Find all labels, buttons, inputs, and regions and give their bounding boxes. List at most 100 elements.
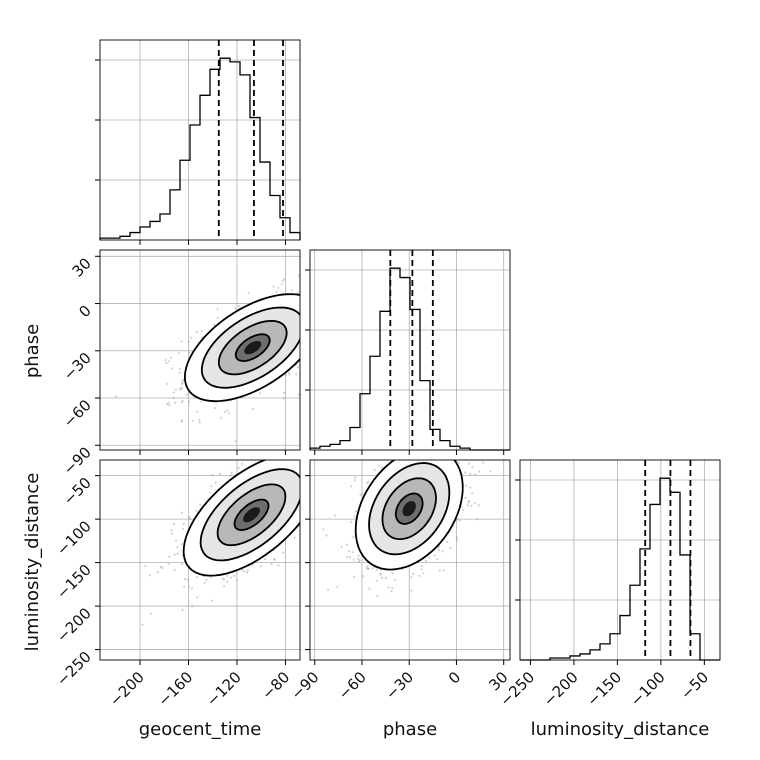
pair-geocent-time-luminosity-distance-point bbox=[188, 585, 191, 588]
pair-phase-luminosity-distance-point bbox=[381, 466, 384, 469]
pair-phase-luminosity-distance-point bbox=[467, 501, 470, 504]
pair-phase-luminosity-distance-point bbox=[444, 410, 446, 412]
pair-phase-luminosity-distance-contour-1 bbox=[381, 477, 437, 541]
histogram-phase bbox=[309, 267, 510, 451]
pair-geocent-time-luminosity-distance-point bbox=[243, 570, 246, 573]
pair-geocent-time-phase-point bbox=[213, 407, 217, 410]
pair-geocent-time-phase-point bbox=[178, 367, 182, 370]
pair-phase-luminosity-distance-point bbox=[348, 556, 352, 559]
pair-phase-luminosity-distance-point bbox=[334, 514, 337, 517]
pair-geocent-time-luminosity-distance-point bbox=[308, 469, 310, 471]
pair-geocent-time-luminosity-distance-point bbox=[286, 453, 288, 455]
pair-geocent-time-phase-point bbox=[311, 337, 313, 339]
pair-geocent-time-phase-point bbox=[297, 393, 300, 396]
pair-geocent-time-luminosity-distance-point bbox=[211, 474, 214, 477]
pair-phase-luminosity-distance-point bbox=[450, 436, 452, 438]
pair-phase-luminosity-distance-point bbox=[368, 587, 371, 590]
pair-geocent-time-phase-point bbox=[170, 356, 173, 359]
pair-phase-luminosity-distance-point bbox=[384, 576, 387, 579]
pair-geocent-time-luminosity-distance-point bbox=[301, 478, 303, 480]
pair-geocent-time-luminosity-distance-point bbox=[182, 527, 185, 530]
pair-phase-luminosity-distance-point bbox=[325, 534, 328, 537]
ytick-label-luminosity-distance-2: −150 bbox=[53, 561, 95, 603]
pair-geocent-time-luminosity-distance-point bbox=[321, 546, 323, 548]
pair-geocent-time-luminosity-distance-point bbox=[144, 564, 147, 568]
pair-geocent-time-luminosity-distance-point bbox=[149, 612, 153, 615]
pair-phase-luminosity-distance-point bbox=[410, 576, 413, 579]
pair-geocent-time-phase-point bbox=[327, 307, 329, 309]
pair-phase-luminosity-distance-point bbox=[353, 479, 356, 482]
pair-geocent-time-phase-point bbox=[172, 391, 175, 394]
pair-geocent-time-phase-point bbox=[326, 326, 328, 328]
pair-geocent-time-luminosity-distance-point bbox=[348, 463, 350, 465]
pair-phase-luminosity-distance-point bbox=[359, 493, 362, 496]
pair-geocent-time-luminosity-distance-point bbox=[188, 516, 191, 519]
pair-geocent-time-phase-contour-0 bbox=[234, 333, 271, 362]
pair-phase-luminosity-distance-point bbox=[476, 518, 479, 521]
pair-phase-luminosity-distance-point bbox=[436, 558, 439, 561]
pair-geocent-time-luminosity-distance-point bbox=[222, 578, 226, 581]
pair-geocent-time-luminosity-distance-point bbox=[277, 564, 280, 567]
xtick-label-luminosity-distance-4: −50 bbox=[677, 668, 712, 703]
pair-geocent-time-luminosity-distance-point bbox=[337, 489, 339, 491]
pair-phase-luminosity-distance-point bbox=[489, 470, 492, 473]
pair-geocent-time-phase-point bbox=[219, 416, 222, 419]
pair-phase-luminosity-distance-point bbox=[418, 574, 421, 577]
pair-geocent-time-phase-point bbox=[164, 359, 167, 362]
panel-frame-0-0 bbox=[99, 39, 301, 241]
pair-geocent-time-luminosity-distance-point bbox=[256, 454, 258, 456]
pair-geocent-time-luminosity-distance-point bbox=[176, 552, 179, 556]
pair-geocent-time-luminosity-distance-contour-1 bbox=[216, 483, 287, 547]
xtick-label-phase-2: −30 bbox=[382, 668, 417, 703]
pair-phase-luminosity-distance-point bbox=[433, 554, 436, 557]
panel-frame-1-0 bbox=[99, 249, 301, 451]
pair-geocent-time-luminosity-distance-point bbox=[173, 553, 176, 556]
pair-geocent-time-luminosity-distance-point bbox=[183, 585, 186, 588]
pair-geocent-time-luminosity-distance-point bbox=[264, 558, 267, 561]
pair-geocent-time-luminosity-distance-point bbox=[173, 568, 176, 571]
pair-phase-luminosity-distance-point bbox=[376, 594, 379, 598]
pair-geocent-time-phase-contour-3 bbox=[183, 293, 300, 403]
pair-geocent-time-luminosity-distance-point bbox=[293, 536, 296, 539]
pair-phase-luminosity-distance-point bbox=[416, 432, 418, 434]
pair-geocent-time-luminosity-distance-point bbox=[271, 438, 273, 440]
pair-geocent-time-phase-point bbox=[288, 373, 291, 376]
pair-geocent-time-phase-point bbox=[180, 401, 183, 404]
pair-geocent-time-phase-point bbox=[302, 298, 304, 300]
ytick-label-phase-2: −30 bbox=[60, 349, 95, 384]
pair-phase-luminosity-distance-point bbox=[458, 461, 461, 464]
pair-phase-luminosity-distance-point bbox=[393, 579, 396, 582]
pair-geocent-time-phase-point bbox=[166, 382, 169, 385]
pair-geocent-time-luminosity-distance-point bbox=[320, 488, 322, 490]
pair-geocent-time-luminosity-distance-point bbox=[148, 574, 151, 577]
pair-geocent-time-luminosity-distance-point bbox=[226, 574, 229, 577]
pair-geocent-time-luminosity-distance-point bbox=[196, 596, 199, 599]
pair-geocent-time-phase-point bbox=[306, 297, 308, 299]
pair-geocent-time-phase-point bbox=[283, 278, 286, 281]
pair-geocent-time-luminosity-distance-point bbox=[176, 545, 179, 549]
pair-geocent-time-phase-point bbox=[311, 300, 313, 302]
pair-geocent-time-luminosity-distance-point bbox=[186, 578, 189, 582]
pair-geocent-time-phase-point bbox=[307, 295, 309, 297]
ylabel-luminosity-distance: luminosity_distance bbox=[22, 473, 43, 652]
pair-phase-luminosity-distance-point bbox=[477, 504, 480, 507]
pair-geocent-time-luminosity-distance-point bbox=[191, 605, 194, 608]
pair-geocent-time-luminosity-distance-point bbox=[210, 576, 213, 579]
pair-phase-luminosity-distance-point bbox=[379, 572, 382, 575]
ytick-label-luminosity-distance-1: −200 bbox=[53, 604, 95, 646]
pair-geocent-time-luminosity-distance-point bbox=[170, 529, 173, 532]
pair-geocent-time-luminosity-distance-point bbox=[305, 477, 307, 479]
pair-geocent-time-phase-density-peak bbox=[244, 340, 262, 355]
panel-frame-1-1 bbox=[309, 249, 511, 451]
pair-geocent-time-luminosity-distance-point bbox=[240, 462, 244, 465]
pair-phase-luminosity-distance-point bbox=[322, 528, 325, 531]
pair-geocent-time-phase-point bbox=[332, 293, 334, 295]
pair-phase-luminosity-distance-point bbox=[461, 457, 463, 459]
pair-phase-luminosity-distance-point bbox=[422, 572, 425, 575]
xlabel-phase: phase bbox=[383, 719, 437, 740]
pair-geocent-time-phase-point bbox=[234, 440, 237, 443]
ytick-label-phase-3: 0 bbox=[75, 302, 94, 321]
xtick-label-luminosity-distance-1: −200 bbox=[540, 668, 582, 710]
pair-geocent-time-phase-point bbox=[198, 418, 201, 422]
pair-geocent-time-phase-contour-2 bbox=[200, 306, 300, 389]
